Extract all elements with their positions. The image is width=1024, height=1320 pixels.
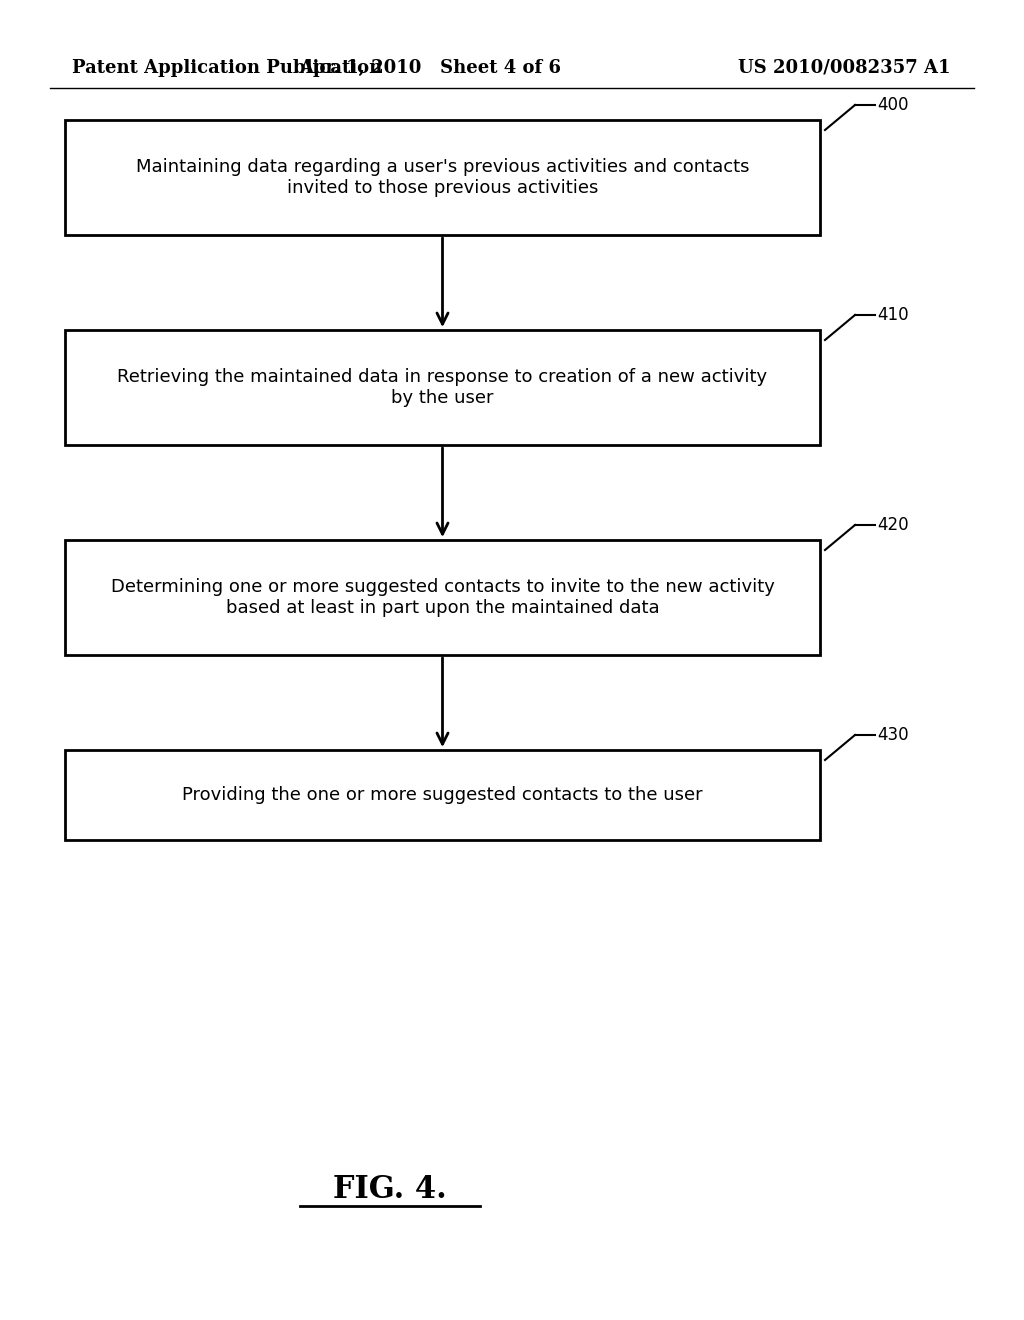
Text: Retrieving the maintained data in response to creation of a new activity
by the : Retrieving the maintained data in respon…: [118, 368, 768, 407]
Text: Providing the one or more suggested contacts to the user: Providing the one or more suggested cont…: [182, 785, 702, 804]
Text: Apr. 1, 2010   Sheet 4 of 6: Apr. 1, 2010 Sheet 4 of 6: [299, 59, 561, 77]
Bar: [65, 120, 820, 235]
Text: 420: 420: [877, 516, 908, 535]
Text: Determining one or more suggested contacts to invite to the new activity
based a: Determining one or more suggested contac…: [111, 578, 774, 616]
Bar: [65, 330, 820, 445]
Text: 430: 430: [877, 726, 908, 744]
Text: Maintaining data regarding a user's previous activities and contacts
invited to : Maintaining data regarding a user's prev…: [136, 158, 750, 197]
Bar: [65, 540, 820, 655]
Text: US 2010/0082357 A1: US 2010/0082357 A1: [737, 59, 950, 77]
Text: FIG. 4.: FIG. 4.: [333, 1175, 446, 1205]
Text: 400: 400: [877, 96, 908, 114]
Bar: [65, 750, 820, 840]
Text: 410: 410: [877, 306, 908, 323]
Text: Patent Application Publication: Patent Application Publication: [72, 59, 382, 77]
